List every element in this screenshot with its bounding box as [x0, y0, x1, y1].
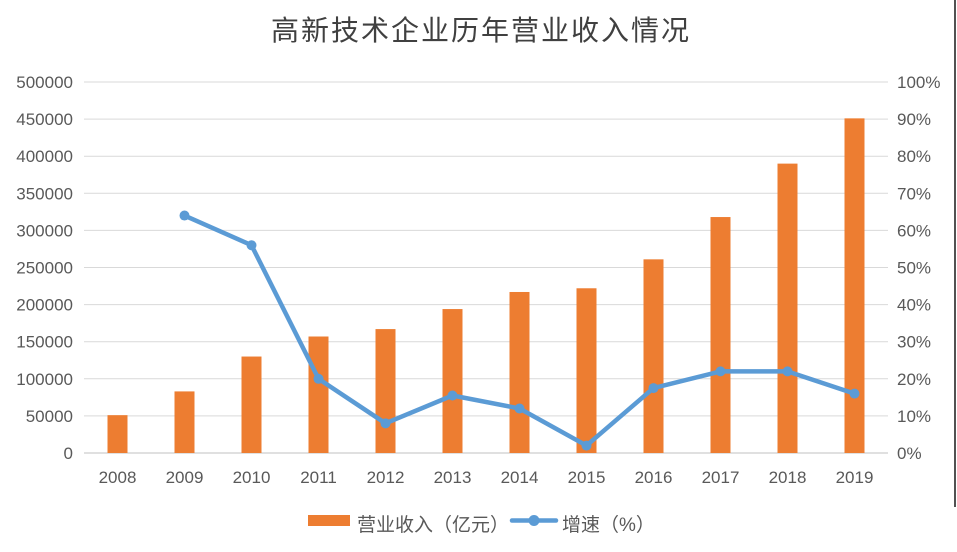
- growth-point-marker: [715, 366, 726, 377]
- right-axis-tick-label: 20%: [897, 370, 931, 389]
- right-axis-tick-label: 40%: [897, 296, 931, 315]
- growth-point-marker: [246, 240, 257, 251]
- left-axis-tick-label: 250000: [16, 259, 73, 278]
- left-axis-tick-label: 150000: [16, 333, 73, 352]
- growth-point-marker: [447, 390, 458, 401]
- growth-point-marker: [648, 383, 659, 394]
- growth-point-marker: [782, 366, 793, 377]
- revenue-bar: [777, 163, 798, 453]
- gridlines: [84, 81, 888, 454]
- revenue-bar: [844, 118, 865, 453]
- x-axis-label: 2014: [501, 468, 539, 487]
- left-axis-tick-labels: 0 50000 100000 150000 200000 250000 300000 3500…: [16, 73, 73, 463]
- legend: 营业收入（亿元） 增速（%）: [308, 514, 655, 536]
- right-axis-tick-label: 60%: [897, 221, 931, 240]
- revenue-bar: [509, 291, 530, 453]
- x-axis-label: 2012: [367, 468, 405, 487]
- growth-point-marker: [179, 210, 190, 221]
- right-axis-tick-label: 10%: [897, 407, 931, 426]
- revenue-bar: [375, 329, 396, 453]
- revenue-bar: [442, 309, 463, 453]
- left-axis-tick-label: 200000: [16, 296, 73, 315]
- x-axis-label: 2008: [99, 468, 137, 487]
- legend-line-label: 增速（%）: [562, 514, 655, 536]
- x-axis-label: 2011: [300, 468, 337, 487]
- revenue-bar: [107, 415, 128, 453]
- left-axis-tick-label: 400000: [16, 147, 73, 166]
- x-axis-labels: 2008 2009 2010 2011 2012 2013 2014 2015 2016 2017…: [99, 468, 874, 487]
- revenue-bar-series: [107, 118, 865, 453]
- right-axis-tick-label: 70%: [897, 184, 931, 203]
- x-axis-label: 2015: [568, 468, 606, 487]
- growth-point-marker: [380, 418, 391, 429]
- x-axis-label: 2019: [836, 468, 874, 487]
- chart-title: 高新技术企业历年营业收入情况: [271, 15, 691, 47]
- x-axis-label: 2013: [434, 468, 472, 487]
- x-axis-label: 2010: [233, 468, 271, 487]
- growth-point-marker: [514, 403, 525, 414]
- right-axis-tick-label: 80%: [897, 147, 931, 166]
- right-axis-tick-labels: 0% 10% 20% 30% 40% 50% 60% 70% 80% 90% 100%: [897, 73, 940, 463]
- left-axis-tick-label: 350000: [16, 184, 73, 203]
- x-axis-label: 2018: [769, 468, 807, 487]
- right-axis-tick-label: 90%: [897, 110, 931, 129]
- growth-line-series: [179, 210, 860, 451]
- growth-point-marker: [581, 440, 592, 451]
- right-axis-tick-label: 30%: [897, 333, 931, 352]
- revenue-bar: [241, 356, 262, 453]
- revenue-bar: [643, 259, 664, 453]
- left-axis-tick-label: 100000: [16, 370, 73, 389]
- x-axis-label: 2016: [635, 468, 673, 487]
- right-axis-tick-label: 100%: [897, 73, 940, 92]
- left-axis-tick-label: 450000: [16, 110, 73, 129]
- left-axis-tick-label: 50000: [26, 407, 73, 426]
- left-axis-tick-label: 0: [64, 444, 73, 463]
- revenue-bar: [308, 336, 329, 453]
- legend-bar-label: 营业收入（亿元）: [357, 514, 509, 536]
- right-axis-tick-label: 50%: [897, 259, 931, 278]
- revenue-bar: [174, 391, 195, 453]
- revenue-bar: [710, 217, 731, 453]
- x-axis-label: 2017: [702, 468, 740, 487]
- left-axis-tick-label: 500000: [16, 73, 73, 92]
- growth-point-marker: [313, 373, 324, 384]
- right-axis-tick-label: 0%: [897, 444, 922, 463]
- left-axis-tick-label: 300000: [16, 221, 73, 240]
- legend-line-marker-icon: [528, 515, 540, 526]
- revenue-bar: [576, 288, 597, 453]
- legend-bar-swatch-icon: [308, 515, 350, 526]
- x-axis-label: 2009: [166, 468, 204, 487]
- growth-point-marker: [849, 388, 860, 399]
